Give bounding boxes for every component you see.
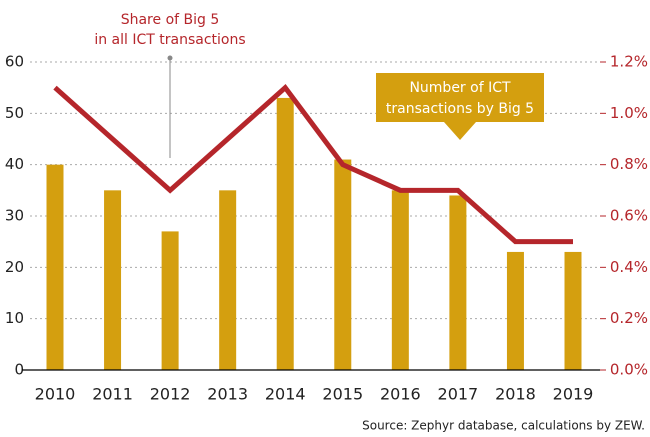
source: Source: Zephyr database, calculations by… xyxy=(362,419,645,433)
bar xyxy=(276,97,294,370)
y2-tick-label: 1.2% xyxy=(610,53,648,71)
bar xyxy=(391,190,409,370)
y-tick-label: 20 xyxy=(5,258,24,276)
y2-tick-label: 0.2% xyxy=(610,309,648,327)
annotation: transactions by Big 5 xyxy=(386,101,534,117)
y-tick-label: 60 xyxy=(5,53,24,71)
y-tick-label: 50 xyxy=(5,104,24,122)
y-tick-label: 0 xyxy=(14,361,24,379)
bar xyxy=(104,190,122,370)
x-tick-label: 2014 xyxy=(265,385,306,404)
y-tick-label: 30 xyxy=(5,207,24,225)
x-tick-label: 2017 xyxy=(438,385,479,404)
callout-box xyxy=(376,73,544,140)
y-tick-label: 10 xyxy=(5,309,24,327)
x-tick-label: 2016 xyxy=(380,385,421,404)
y-tick-label: 40 xyxy=(5,155,24,173)
x-tick-label: 2011 xyxy=(92,385,133,404)
line xyxy=(53,83,573,245)
y2-tick-label: 0.6% xyxy=(610,207,648,225)
annotation: Share of Big 5 xyxy=(121,12,220,28)
x-tick-label: 2013 xyxy=(207,385,248,404)
bar xyxy=(219,190,237,370)
annotation: in all ICT transactions xyxy=(94,32,245,48)
bar xyxy=(449,195,467,370)
y2-tick-label: 0.4% xyxy=(610,258,648,276)
x-tick-label: 2019 xyxy=(553,385,594,404)
y2-tick-label: 0.0% xyxy=(610,361,648,379)
bar xyxy=(161,231,179,370)
bar xyxy=(506,251,524,370)
bar xyxy=(334,159,352,370)
bar xyxy=(46,164,64,370)
x-tick-label: 2018 xyxy=(495,385,536,404)
x-tick-label: 2010 xyxy=(35,385,76,404)
x-tick-label: 2015 xyxy=(322,385,363,404)
pointer-dot xyxy=(167,55,173,61)
y2-tick-label: 0.8% xyxy=(610,155,648,173)
x-tick-label: 2012 xyxy=(150,385,191,404)
y2-tick-label: 1.0% xyxy=(610,104,648,122)
annotation: Number of ICT xyxy=(409,80,511,96)
bar xyxy=(564,251,582,370)
